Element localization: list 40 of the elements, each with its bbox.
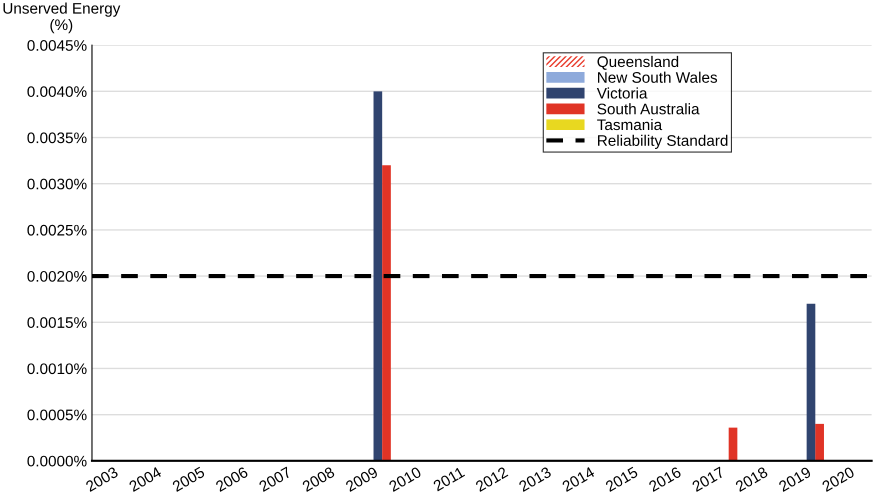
legend-label: Victoria [596, 87, 648, 99]
y-tick-label: 0.0005% [27, 410, 87, 420]
y-tick-label: 0.0035% [27, 132, 87, 144]
legend-label: New South Wales [598, 72, 718, 83]
x-tick-label: 2004 [128, 466, 162, 492]
bar [728, 428, 738, 461]
y-tick-label: 0.0000% [27, 456, 87, 467]
x-tick-label: 2013 [518, 466, 552, 492]
bar [815, 424, 824, 461]
y-tick-label: 0.0045% [27, 40, 87, 51]
legend-label: Reliability Standard [598, 134, 728, 149]
legend-label: South Australia [597, 103, 700, 114]
x-tick-label: 2003 [85, 466, 119, 492]
x-tick-label: 2019 [778, 466, 812, 492]
bar [806, 304, 816, 461]
x-tick-label: 2015 [604, 466, 638, 492]
x-tick-label: 2014 [562, 466, 596, 492]
x-tick-label: 2016 [648, 466, 682, 492]
y-tick-label: 0.0015% [27, 317, 87, 328]
x-tick-label: 2005 [172, 466, 206, 492]
x-tick-label: 2017 [691, 466, 725, 492]
y-tick-label: 0.0030% [27, 178, 87, 190]
x-tick-label: 2012 [474, 466, 508, 492]
legend-label: Queensland [597, 56, 678, 70]
bar [374, 91, 382, 461]
x-tick-label: 2018 [734, 466, 768, 492]
x-tick-label: 2020 [821, 466, 856, 492]
x-tick-label: 2006 [215, 466, 249, 492]
y-tick-label: 0.0025% [27, 224, 87, 236]
y-tick-label: 0.0020% [27, 270, 87, 282]
y-axis-title: Unserved Energy (%) [3, 2, 120, 34]
x-tick-label: 2007 [258, 466, 292, 492]
y-tick-label: 0.0010% [27, 363, 87, 374]
x-tick-label: 2010 [388, 466, 422, 492]
y-tick-label: 0.0040% [27, 86, 87, 98]
x-tick-label: 2009 [344, 466, 379, 492]
x-tick-label: 2011 [432, 466, 466, 492]
bar [382, 165, 391, 461]
legend-label: Tasmania [597, 118, 662, 130]
x-tick-label: 2008 [302, 466, 336, 492]
